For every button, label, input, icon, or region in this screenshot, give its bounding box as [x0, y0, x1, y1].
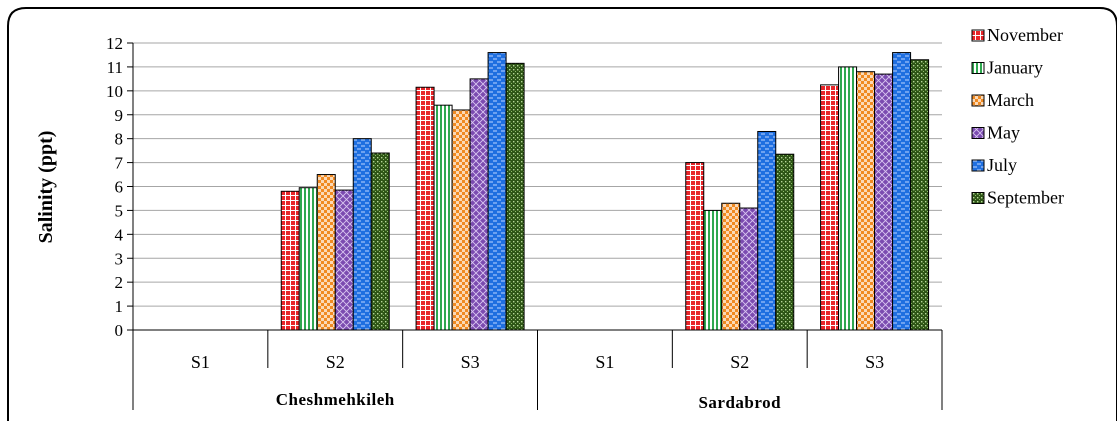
y-tick-label: 11	[107, 58, 123, 77]
bar-may	[739, 207, 759, 331]
legend: November January March May July September	[971, 25, 1064, 208]
bar-november	[820, 84, 840, 331]
y-tick-label: 3	[115, 249, 124, 268]
bar-july	[487, 52, 507, 331]
bar-march	[316, 174, 336, 331]
legend-label: May	[987, 123, 1020, 143]
bar-march	[451, 109, 471, 331]
y-tick-label: 8	[115, 130, 124, 149]
legend-swatch	[971, 94, 985, 107]
bar-january	[838, 66, 858, 331]
legend-swatch	[971, 62, 985, 74]
bar-september	[370, 152, 390, 331]
y-tick-label: 7	[115, 154, 124, 173]
legend-swatch	[971, 159, 985, 172]
axes	[127, 42, 943, 410]
y-tick-label: 6	[115, 178, 124, 197]
y-tick-label: 10	[106, 82, 123, 101]
legend-label: November	[987, 25, 1063, 45]
legend-label: January	[987, 58, 1043, 78]
y-axis-label: Salinity (ppt)	[35, 131, 57, 244]
legend-label: July	[987, 155, 1017, 175]
legend-swatch	[971, 192, 985, 204]
gridlines	[133, 42, 942, 307]
bars	[280, 52, 930, 331]
x-category-label: S1	[595, 352, 614, 372]
y-tick-label: 9	[115, 106, 124, 125]
group-label: Sardabrod	[698, 393, 781, 412]
y-tick-label: 5	[115, 201, 124, 220]
bar-may	[334, 189, 354, 331]
legend-swatch	[971, 127, 985, 139]
bar-july	[892, 52, 912, 331]
bar-may	[469, 78, 489, 331]
bar-september	[775, 153, 795, 331]
x-category-label: S1	[191, 352, 210, 372]
bar-september	[910, 59, 930, 331]
x-category-label: S3	[865, 352, 884, 372]
legend-label: March	[987, 90, 1034, 110]
bar-november	[685, 162, 705, 331]
y-tick-label: 12	[106, 34, 123, 53]
bar-november	[280, 190, 300, 331]
bar-may	[874, 73, 894, 331]
y-tick-label: 2	[115, 273, 124, 292]
x-category-label: S2	[326, 352, 345, 372]
group-label: Cheshmehkileh	[276, 390, 395, 409]
y-tick-label: 1	[115, 297, 124, 316]
bar-july	[352, 138, 372, 331]
bar-september	[505, 62, 525, 331]
bar-january	[433, 104, 453, 331]
bar-january	[298, 187, 318, 331]
bar-march	[856, 71, 876, 331]
y-tick-label: 4	[115, 225, 124, 244]
bar-november	[415, 86, 435, 331]
legend-swatch	[971, 29, 985, 42]
chart-frame	[7, 7, 1117, 421]
legend-label: September	[987, 188, 1064, 208]
bar-july	[757, 130, 777, 331]
category-labels: S1 S2 S3 S1 S2 S3	[191, 352, 884, 372]
x-category-label: S2	[730, 352, 749, 372]
bar-january	[703, 209, 723, 331]
x-category-label: S3	[461, 352, 480, 372]
y-tick-label: 0	[115, 321, 124, 340]
bar-march	[721, 202, 741, 331]
group-labels: Cheshmehkileh Sardabrod	[276, 390, 781, 412]
